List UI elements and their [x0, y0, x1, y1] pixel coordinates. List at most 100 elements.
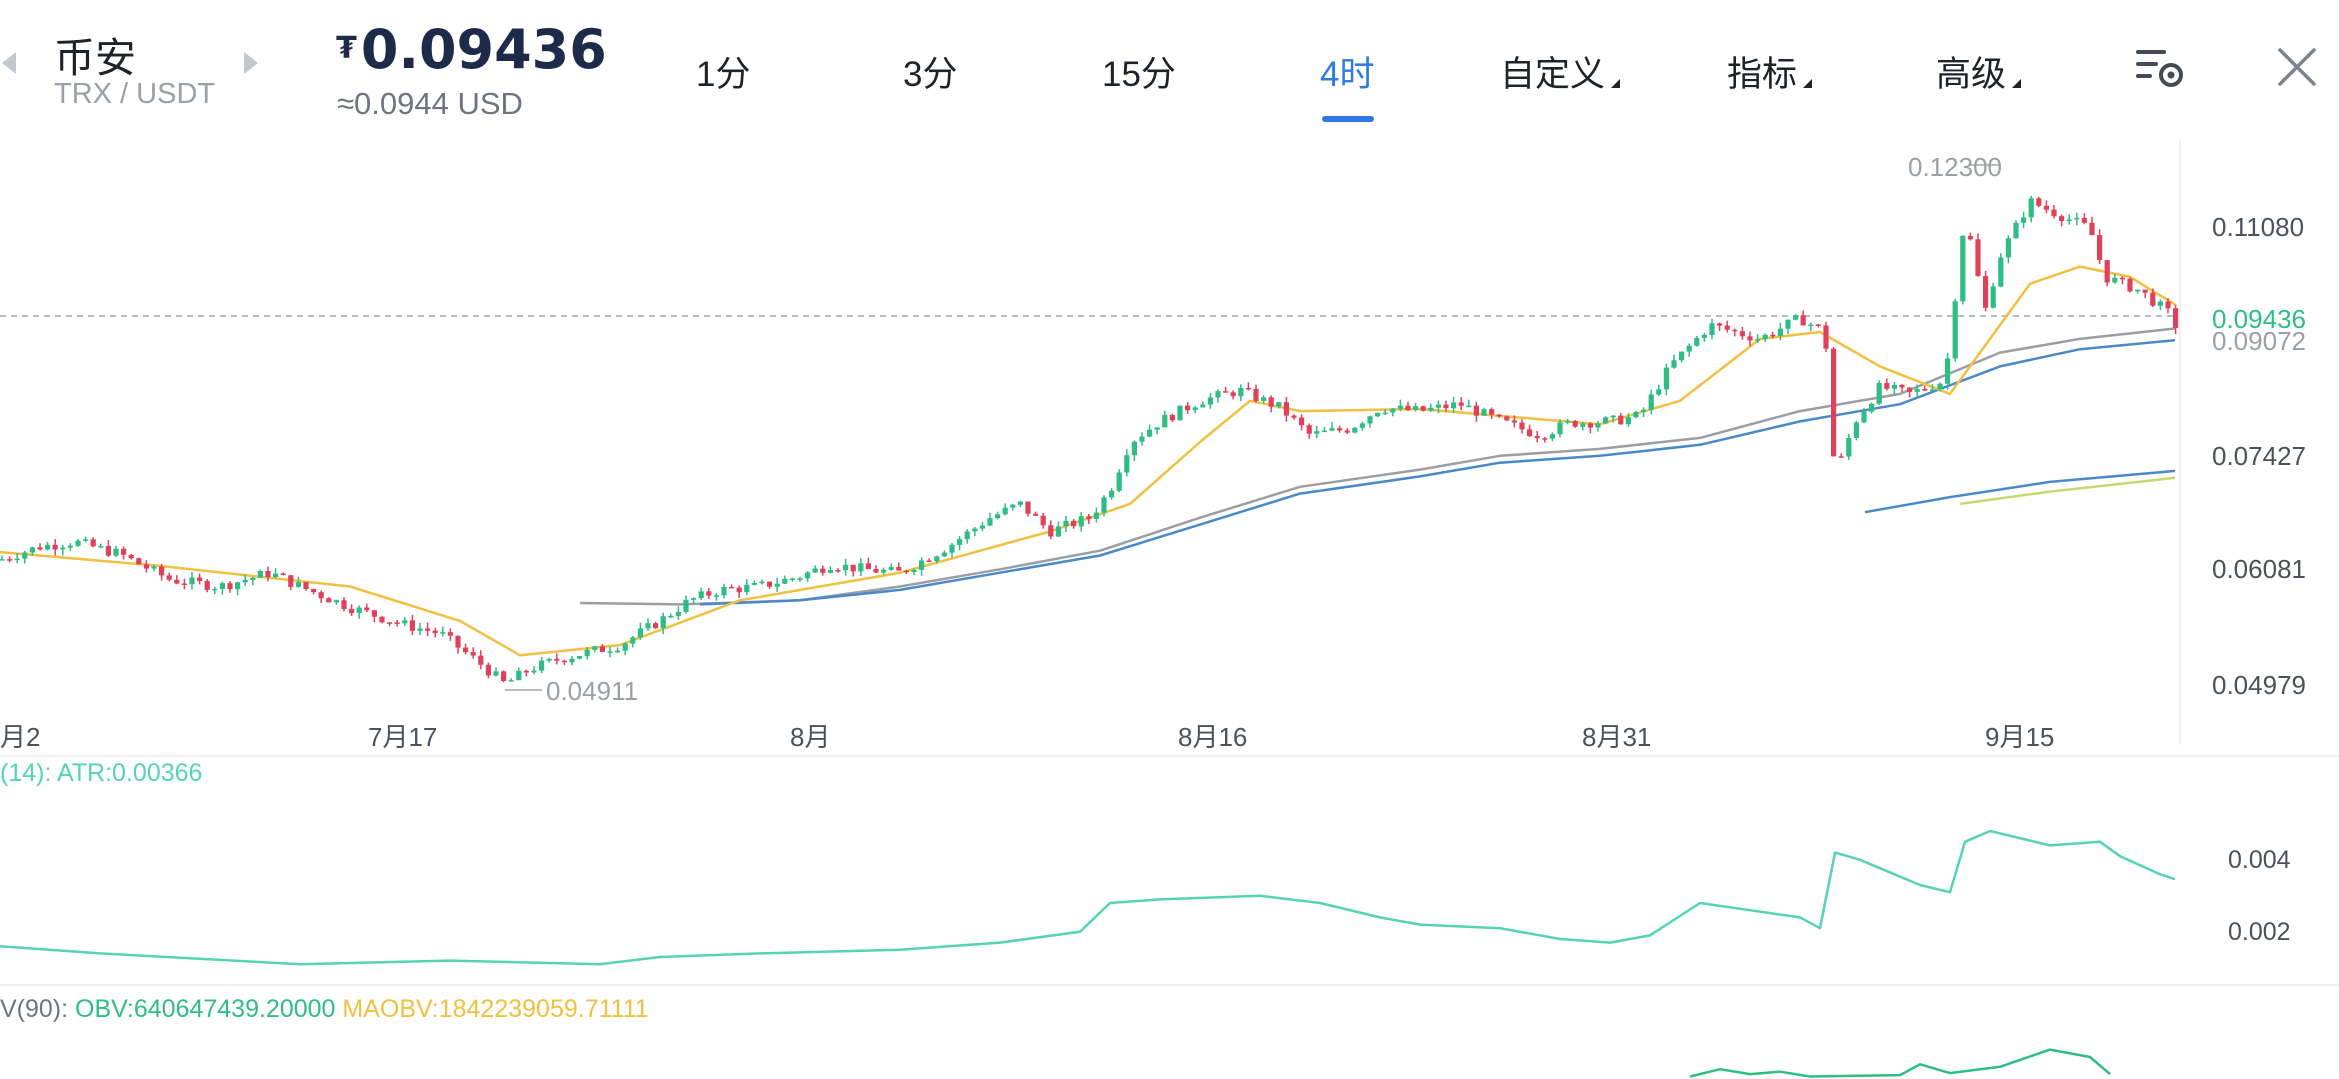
candlestick: [166, 572, 172, 582]
tab-label: 4时: [1320, 55, 1375, 94]
tab-advanced[interactable]: 高级: [1936, 46, 2022, 97]
candlestick: [425, 622, 431, 637]
candlestick: [1025, 501, 1031, 517]
candlestick: [1869, 402, 1875, 414]
candlestick: [881, 567, 887, 575]
candlestick: [1785, 319, 1791, 334]
candlestick: [0, 555, 5, 561]
current-price-tag-bg: [2196, 300, 2339, 332]
candlestick: [1952, 298, 1958, 362]
candlestick: [1937, 382, 1943, 392]
candlestick: [2112, 273, 2118, 284]
candlestick: [797, 576, 803, 582]
candlestick: [1306, 423, 1312, 439]
candlestick: [1876, 380, 1882, 405]
tab-4h[interactable]: 4时: [1320, 46, 1374, 97]
candlestick: [1633, 411, 1639, 419]
tab-indicators[interactable]: 指标: [1727, 46, 1813, 97]
candlestick: [964, 529, 970, 544]
candlestick: [713, 592, 719, 601]
candlestick: [1109, 488, 1115, 500]
candlestick: [1230, 390, 1236, 400]
candlestick: [1534, 431, 1540, 443]
candlestick: [668, 613, 674, 619]
candlestick: [1397, 399, 1403, 412]
triangle-right-icon[interactable]: [244, 52, 258, 74]
candlestick: [90, 537, 96, 548]
candlestick: [2051, 205, 2057, 219]
candlestick: [212, 586, 218, 595]
candlestick: [493, 667, 499, 677]
tab-custom[interactable]: 自定义: [1500, 46, 1621, 97]
candlestick: [478, 650, 484, 670]
candlestick: [1823, 321, 1829, 353]
candlestick: [470, 647, 476, 659]
candlestick: [1990, 282, 1996, 309]
candlestick: [1207, 393, 1213, 409]
candlestick: [455, 635, 461, 654]
candlestick: [1603, 416, 1609, 425]
date-axis-label: 8月31: [1582, 722, 1651, 752]
price-value: 0.09436: [360, 18, 607, 81]
atr-axis-label: 0.002: [2228, 918, 2291, 946]
candlestick: [2165, 298, 2171, 314]
candlestick: [1739, 326, 1745, 340]
candlestick: [447, 628, 453, 641]
candlestick: [1686, 343, 1692, 357]
tab-3min[interactable]: 3分: [903, 46, 957, 97]
tab-15min[interactable]: 15分: [1102, 46, 1176, 97]
candlestick: [1473, 401, 1479, 422]
candlestick: [273, 568, 279, 579]
candlestick: [736, 585, 742, 598]
candlestick: [767, 581, 773, 589]
obv-trace: [1689, 1048, 2111, 1078]
candlestick: [1238, 384, 1244, 401]
candlestick: [1831, 347, 1837, 457]
candlestick: [995, 511, 1001, 520]
candlestick: [197, 573, 203, 585]
candlestick: [1793, 314, 1799, 321]
active-tab-indicator: [1322, 116, 1374, 122]
candlestick: [820, 565, 826, 576]
usd-price: ≈0.0944 USD: [337, 86, 523, 121]
exchange-name: 币安: [54, 35, 136, 81]
candlestick: [1815, 323, 1821, 328]
candlestick: [835, 568, 841, 573]
candlestick: [653, 621, 659, 629]
candlestick: [1131, 440, 1137, 462]
candlestick: [2127, 277, 2133, 293]
candlestick: [1413, 402, 1419, 412]
candlestick: [265, 566, 271, 582]
kline-chart[interactable]: 0.11080 0.09072 0.09436 0.07427 0.06081 …: [0, 140, 2339, 1079]
candlestick: [189, 571, 195, 590]
candlestick: [1086, 513, 1092, 524]
dropdown-corner-icon: [1611, 79, 1621, 88]
candlestick: [136, 557, 142, 565]
ma-extra-line: [1959, 476, 2176, 506]
high-price-label: 0.12300: [1908, 152, 2002, 182]
candlestick: [1185, 402, 1191, 414]
candlestick: [1747, 331, 1753, 347]
candlestick: [592, 645, 598, 653]
candlestick: [2089, 216, 2095, 236]
candlestick: [219, 581, 225, 595]
low-price-label: 0.04911: [546, 676, 638, 706]
candlestick: [1261, 395, 1267, 404]
candlestick: [2142, 289, 2148, 299]
candlestick: [1390, 408, 1396, 417]
candlestick: [295, 576, 301, 588]
tab-label: 高级: [1936, 55, 2007, 94]
atr-trace: [0, 829, 2176, 966]
chart-settings-icon[interactable]: [2134, 46, 2186, 90]
tab-1min[interactable]: 1分: [696, 46, 750, 97]
candlestick: [2043, 200, 2049, 214]
triangle-left-icon[interactable]: [2, 52, 16, 74]
close-icon[interactable]: [2272, 42, 2322, 92]
obv-indicator-label: V(90): OBV:640647439.20000 MAOBV:1842239…: [0, 995, 649, 1023]
candlestick: [1337, 425, 1343, 433]
date-axis-label: 月2: [0, 722, 40, 752]
candlestick: [1565, 418, 1571, 425]
candlestick: [1040, 513, 1046, 529]
candlestick: [516, 667, 522, 681]
ma-long-line: [699, 338, 2176, 606]
